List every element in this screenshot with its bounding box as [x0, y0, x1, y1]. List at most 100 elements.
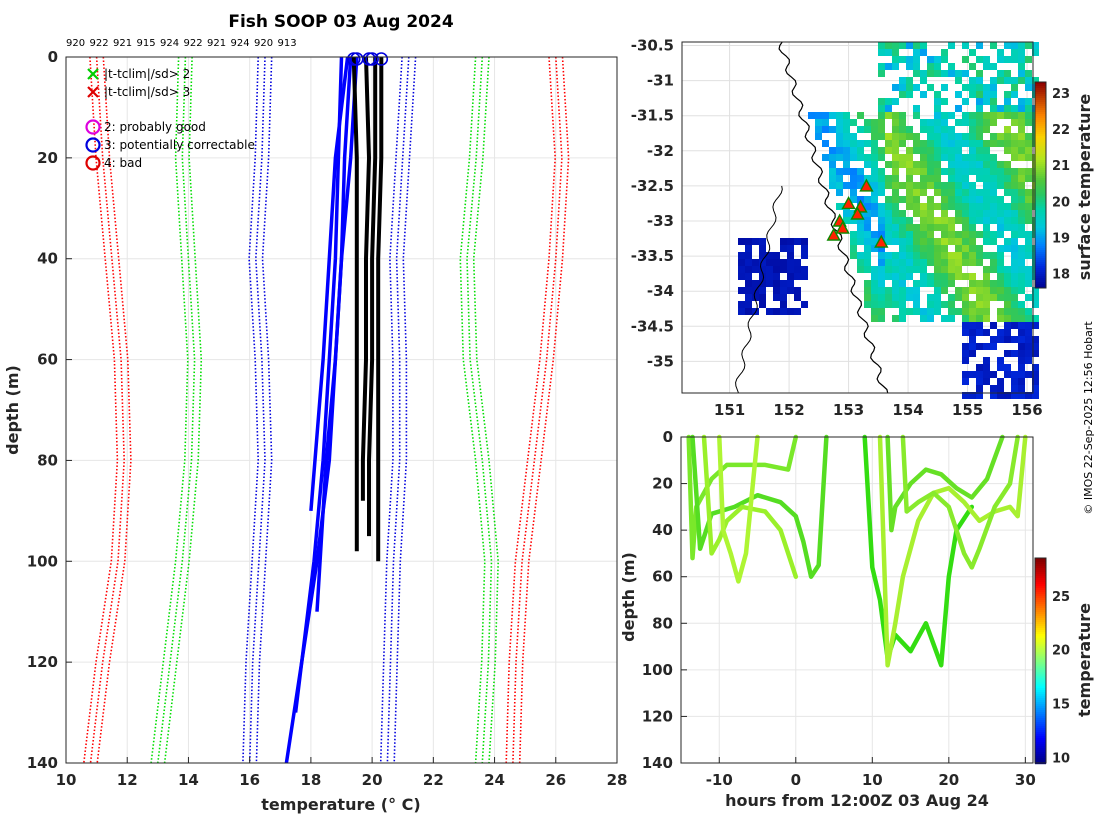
sst-pixel: [871, 189, 878, 196]
sst-pixel: [1004, 42, 1011, 49]
sst-pixel: [906, 273, 913, 280]
sst-pixel: [829, 175, 836, 182]
colorbar-segment: [1035, 142, 1046, 145]
colorbar-segment: [1035, 252, 1046, 255]
colorbar-segment: [1035, 196, 1046, 199]
colorbar-segment: [1035, 190, 1046, 193]
sst-pixel: [864, 231, 871, 238]
sst-pixel: [892, 287, 899, 294]
sst-pixel: [871, 168, 878, 175]
sst-pixel: [969, 343, 976, 350]
sst-pixel: [871, 245, 878, 252]
legend-x-marker: [87, 68, 99, 80]
sst-pixel: [885, 210, 892, 217]
td-colorbar-segment: [1035, 622, 1046, 625]
sst-pixel: [1011, 119, 1018, 126]
sst-pixel: [962, 315, 969, 322]
sst-pixel: [948, 231, 955, 238]
sst-pixel: [906, 154, 913, 161]
colorbar-segment: [1035, 188, 1046, 191]
sst-pixel: [906, 245, 913, 252]
x-tick-label: 16: [239, 771, 260, 789]
climatology-bands: [83, 56, 570, 764]
sst-pixel: [906, 182, 913, 189]
td-colorbar-segment: [1035, 576, 1046, 579]
sst-pixel: [983, 287, 990, 294]
sst-pixel: [969, 252, 976, 259]
sst-pixel: [1025, 238, 1032, 245]
sst-pixel: [997, 357, 1004, 364]
sst-pixel: [969, 301, 976, 308]
td-colorbar-segment: [1035, 688, 1046, 691]
sst-pixel: [892, 224, 899, 231]
sst-pixel: [1004, 308, 1011, 315]
sst-pixel: [864, 287, 871, 294]
sst-pixel: [1025, 98, 1032, 105]
sst-pixel: [906, 133, 913, 140]
sst-pixel: [976, 84, 983, 91]
sst-pixel: [976, 91, 983, 98]
sst-pixel: [885, 105, 892, 112]
td-colorbar-segment: [1035, 716, 1046, 719]
td-colorbar-segment: [1035, 758, 1046, 761]
sst-pixel: [892, 217, 899, 224]
sst-pixel: [948, 301, 955, 308]
sst-pixel: [997, 77, 1004, 84]
colorbar-segment: [1035, 282, 1046, 285]
td-colorbar-segment: [1035, 754, 1046, 757]
climatology-line: [379, 56, 403, 764]
legend-label: 3: potentially correctable: [104, 138, 255, 152]
sst-pixel: [1032, 343, 1039, 350]
td-colorbar-tick: 25: [1052, 590, 1070, 605]
sst-pixel: [941, 210, 948, 217]
sst-pixel: [941, 217, 948, 224]
td-colorbar-segment: [1035, 752, 1046, 755]
climatology-line: [393, 56, 417, 764]
td-colorbar-segment: [1035, 632, 1046, 635]
td-colorbar-segment: [1035, 640, 1046, 643]
sst-pixel: [983, 112, 990, 119]
sst-pixel: [997, 196, 1004, 203]
sst-pixel: [829, 126, 836, 133]
sst-pixel: [990, 168, 997, 175]
sst-pixel: [878, 245, 885, 252]
station-marker: [874, 234, 889, 248]
sst-pixel: [864, 224, 871, 231]
sst-pixel: [983, 224, 990, 231]
sst-pixel: [962, 98, 969, 105]
sst-pixel: [1011, 392, 1018, 399]
sst-pixel: [934, 217, 941, 224]
sst-pixel: [857, 168, 864, 175]
timedepth-xlabel: hours from 12:00Z 03 Aug 24: [725, 791, 989, 810]
sst-pixel: [759, 266, 766, 273]
map-colorbar-tick: 20: [1052, 195, 1070, 210]
sst-pixel: [997, 217, 1004, 224]
sst-pixel: [899, 133, 906, 140]
sst-pixel: [899, 308, 906, 315]
sst-pixel: [969, 308, 976, 315]
sst-pixel: [976, 231, 983, 238]
sst-pixel: [829, 182, 836, 189]
td-colorbar-segment: [1035, 590, 1046, 593]
td-colorbar-segment: [1035, 608, 1046, 611]
sst-pixel: [1032, 385, 1039, 392]
sst-pixel: [850, 210, 857, 217]
sst-pixel: [871, 133, 878, 140]
y-tick-label: 140: [27, 754, 58, 772]
sst-pixel: [878, 49, 885, 56]
sst-pixel: [962, 259, 969, 266]
colorbar-segment: [1035, 254, 1046, 257]
sst-pixel: [857, 266, 864, 273]
sst-pixel: [990, 140, 997, 147]
sst-pixel: [990, 238, 997, 245]
td-colorbar-segment: [1035, 686, 1046, 689]
sst-pixel: [1004, 147, 1011, 154]
td-colorbar-segment: [1035, 654, 1046, 657]
sst-pixel: [1011, 385, 1018, 392]
legend-circle-marker: [85, 119, 101, 135]
sst-pixel: [864, 196, 871, 203]
sst-pixel: [850, 154, 857, 161]
td-colorbar-segment: [1035, 728, 1046, 731]
legend-circle-marker: [85, 155, 101, 171]
td-colorbar-segment: [1035, 602, 1046, 605]
